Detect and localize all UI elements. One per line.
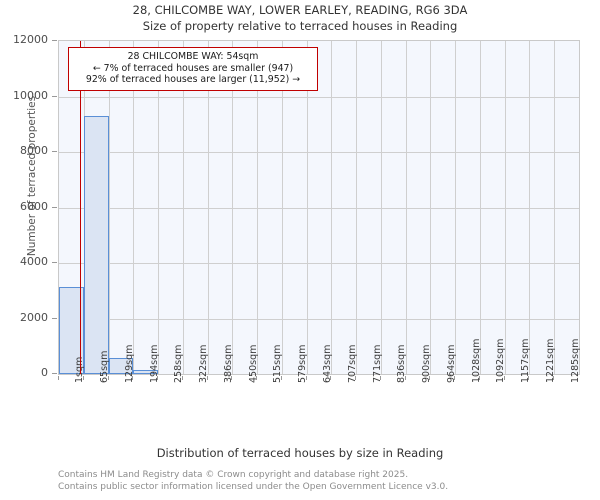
y-tick-label: 10000 xyxy=(13,88,48,102)
x-tick-mark xyxy=(206,376,208,380)
x-tick-mark xyxy=(107,376,109,380)
gridline-horizontal xyxy=(59,152,579,153)
gridline-vertical xyxy=(455,41,457,374)
x-axis-label: Distribution of terraced houses by size … xyxy=(156,446,444,460)
gridline-vertical xyxy=(257,41,259,374)
gridline-vertical xyxy=(207,41,209,374)
y-tick-label: 8000 xyxy=(20,144,48,157)
y-tick-label: 4000 xyxy=(20,255,48,268)
footer-line-1: Contains HM Land Registry data © Crown c… xyxy=(58,470,409,480)
plot-area xyxy=(58,40,580,375)
x-tick-label: 1285sqm xyxy=(569,338,581,383)
x-tick-mark xyxy=(305,376,307,380)
gridline-vertical xyxy=(133,41,135,374)
gridline-vertical xyxy=(108,41,110,374)
chart-title-block: 28, CHILCOMBE WAY, LOWER EARLEY, READING… xyxy=(0,2,600,34)
bar xyxy=(108,358,134,374)
annotation-line-3: 92% of terraced houses are larger (11,95… xyxy=(85,74,301,86)
gridline-vertical xyxy=(405,41,407,374)
y-tick-label: 12000 xyxy=(13,33,48,46)
property-marker-line xyxy=(79,41,82,374)
bar xyxy=(83,115,109,374)
annotation-line-1: 28 CHILCOMBE WAY: 54sqm xyxy=(127,51,259,62)
gridline-horizontal xyxy=(59,207,579,209)
y-tick-label: 6000 xyxy=(20,199,48,213)
gridline-vertical xyxy=(479,41,481,374)
x-tick-mark xyxy=(503,376,505,380)
x-tick-mark xyxy=(58,376,59,380)
page-title: 28, CHILCOMBE WAY, LOWER EARLEY, READING… xyxy=(132,3,468,17)
x-axis-ticks: 1sqm65sqm129sqm194sqm258sqm322sqm386sqm4… xyxy=(58,339,581,442)
gridline-vertical xyxy=(331,41,333,374)
gridline-vertical xyxy=(281,41,283,374)
annotation-box: 28 CHILCOMBE WAY: 54sqm ← 7% of terraced… xyxy=(68,47,318,91)
chart-subtitle: Size of property relative to terraced ho… xyxy=(142,19,458,33)
x-tick-mark xyxy=(355,376,357,380)
gridline-vertical xyxy=(529,41,531,374)
bar xyxy=(133,370,159,374)
gridline-vertical xyxy=(306,41,308,374)
gridline-horizontal xyxy=(59,96,579,98)
y-tick-mark xyxy=(52,317,57,319)
gridline-vertical xyxy=(356,41,358,374)
footer-attribution: Contains HM Land Registry data © Crown c… xyxy=(58,470,598,493)
gridline-vertical xyxy=(232,41,234,374)
x-tick-mark xyxy=(280,376,282,380)
gridline-vertical xyxy=(430,41,432,374)
x-tick-mark xyxy=(181,376,183,380)
gridline-horizontal xyxy=(59,263,579,264)
y-tick-mark xyxy=(52,151,57,152)
x-tick-mark xyxy=(330,376,332,380)
x-tick-mark xyxy=(553,376,555,380)
gridline-vertical xyxy=(380,41,382,374)
gridline-vertical xyxy=(554,41,556,374)
annotation-line-2: ← 7% of terraced houses are smaller (947… xyxy=(92,62,294,74)
x-tick-mark xyxy=(231,376,233,380)
y-axis-ticks: 0 2000 4000 6000 8000 10000 12000 xyxy=(0,33,57,379)
y-tick-mark xyxy=(52,206,57,208)
x-tick-mark xyxy=(132,376,134,380)
y-tick-mark xyxy=(52,95,57,97)
x-tick-mark xyxy=(454,376,456,380)
gridline-vertical xyxy=(158,41,160,374)
x-tick-mark xyxy=(256,376,258,380)
x-tick-mark xyxy=(157,376,159,380)
x-tick-mark xyxy=(528,376,530,380)
x-tick-mark xyxy=(478,376,480,380)
y-tick-mark xyxy=(52,373,57,374)
x-tick-mark xyxy=(429,376,431,380)
bar-series xyxy=(59,41,579,374)
footer-line-2: Contains public sector information licen… xyxy=(58,481,449,492)
y-tick-label: 2000 xyxy=(20,310,48,324)
x-tick-mark xyxy=(82,376,84,380)
x-tick-mark xyxy=(379,376,381,380)
y-tick-mark xyxy=(52,40,57,41)
gridline-vertical xyxy=(182,41,184,374)
y-tick-mark xyxy=(52,262,57,263)
x-tick-mark xyxy=(404,376,406,380)
gridline-horizontal xyxy=(59,318,579,320)
y-tick-label: 0 xyxy=(41,366,48,379)
gridline-vertical xyxy=(504,41,506,374)
